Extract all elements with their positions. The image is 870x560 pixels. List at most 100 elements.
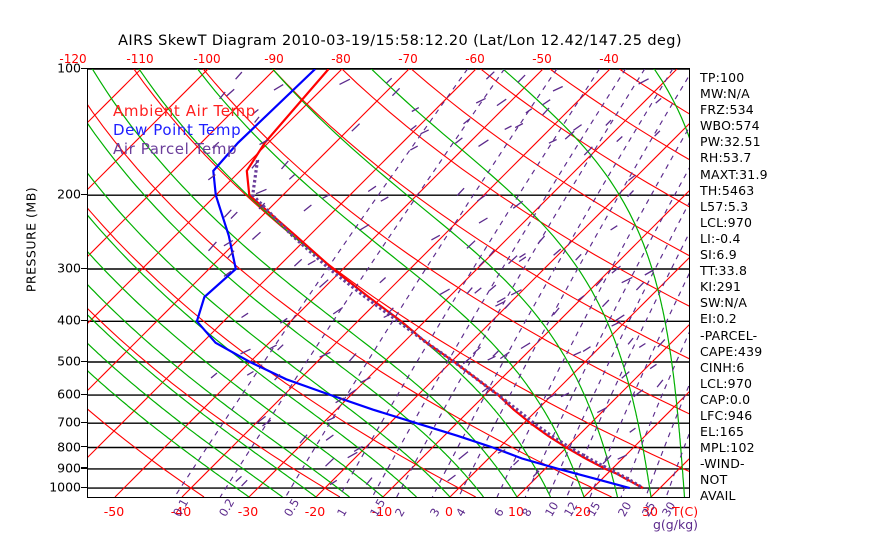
- mixing-ratio-line: [547, 201, 689, 497]
- mixing-ratio-tick: [496, 98, 507, 107]
- mixing-ratio-tick: [605, 119, 612, 126]
- mixing-ratio-tick: [472, 346, 481, 355]
- isotherm-line: [382, 190, 689, 497]
- mixing-ratio-tick: [553, 248, 562, 256]
- mixing-ratio-tick: [251, 231, 261, 240]
- mixing-ratio-tick: [279, 317, 288, 324]
- stats-line: MPL:102: [700, 440, 755, 456]
- mixing-ratio-tick: [223, 209, 232, 218]
- pressure-tick-mark: [81, 393, 88, 395]
- mixing-ratio-tick: [583, 146, 593, 156]
- mixing-ratio-tick: [488, 249, 495, 257]
- stats-line: NOT: [700, 472, 728, 488]
- mixing-ratio-tick: [616, 136, 623, 143]
- mixing-ratio-line: [496, 126, 689, 497]
- top-temp-tick-label: -70: [398, 52, 418, 66]
- mixing-ratio-tick: [621, 276, 633, 284]
- mixing-ratio-tick: [475, 97, 486, 104]
- mixing-ratio-tick: [455, 137, 463, 144]
- stats-line: TT:33.8: [700, 263, 748, 279]
- mixing-ratio-tick: [514, 122, 524, 129]
- mixing-ratio-tick: [519, 253, 526, 258]
- moist-adiabat-line: [88, 123, 484, 497]
- pressure-tick-mark: [81, 486, 88, 488]
- mixing-ratio-tick: [332, 306, 344, 315]
- stats-line: RH:53.7: [700, 150, 752, 166]
- mixing-ratio-tick-label: 20: [614, 499, 635, 519]
- moist-adiabat-line: [88, 314, 317, 497]
- mixing-ratio-tick: [649, 363, 657, 370]
- plot-area: [87, 68, 690, 498]
- mixing-ratio-tick: [210, 372, 218, 379]
- mixing-ratio-line: [524, 167, 689, 497]
- mixing-ratio-tick: [359, 223, 370, 231]
- stats-line: KI:291: [700, 279, 742, 295]
- mixing-ratio-tick: [497, 449, 506, 454]
- stats-line: CAP:0.0: [700, 391, 751, 407]
- moist-adiabat-line: [88, 214, 417, 497]
- moist-adiabat-line: [370, 69, 652, 497]
- mixing-ratio-tick: [411, 107, 420, 113]
- mixing-ratio-tick: [269, 344, 277, 350]
- mixing-ratio-tick: [259, 139, 269, 146]
- mixing-ratio-tick: [251, 159, 260, 169]
- mixing-ratio-tick: [208, 241, 217, 252]
- mixing-ratio-tick: [360, 377, 371, 384]
- mixing-ratio-tick: [582, 346, 591, 352]
- mixing-ratio-tick: [577, 295, 585, 301]
- mixing-ratio-tick: [478, 139, 489, 147]
- legend-item-ambient: Ambient Air Temp: [113, 102, 256, 120]
- mixing-ratio-tick: [532, 470, 540, 478]
- dry-adiabat-line: [202, 69, 689, 415]
- mixing-ratio-tick: [319, 279, 329, 288]
- isotherm-line: [88, 69, 276, 257]
- mixing-ratio-tick-label: 0.5: [280, 496, 303, 519]
- mixing-ratio-tick: [629, 427, 636, 433]
- mixing-ratio-tick: [240, 348, 251, 355]
- pressure-tick-label: 1000: [49, 479, 81, 495]
- pressure-tick-mark: [81, 360, 88, 362]
- mixing-ratio-tick: [447, 474, 456, 482]
- mixing-ratio-line: [566, 232, 689, 497]
- mixing-ratio-tick: [541, 99, 551, 106]
- mixing-ratio-line: [338, 69, 600, 497]
- mixing-ratio-tick: [241, 312, 249, 319]
- moist-adiabat-line: [88, 284, 350, 497]
- mixing-ratio-tick: [638, 342, 646, 348]
- dry-adiabat-line: [480, 69, 689, 208]
- mixing-ratio-tick: [546, 393, 557, 400]
- mixing-ratio-tick: [387, 307, 394, 314]
- mixing-ratio-tick: [601, 299, 610, 308]
- skewt-plot-svg: [88, 69, 689, 497]
- mixing-ratio-tick: [496, 297, 506, 303]
- mixing-ratio-tick: [481, 387, 489, 393]
- mixing-ratio-tick: [303, 204, 312, 212]
- isotherm-line: [315, 123, 689, 497]
- moist-adiabat-line: [91, 69, 518, 497]
- dry-adiabat-line: [341, 69, 689, 307]
- mixing-ratio-tick: [420, 129, 429, 135]
- mixing-ratio-tick: [256, 415, 266, 424]
- stats-line: PW:32.51: [700, 134, 761, 150]
- stats-line: -WIND-: [700, 456, 745, 472]
- mixing-ratio-tick-label: 2: [391, 505, 408, 519]
- mixing-ratio-tick: [564, 130, 575, 140]
- mixing-ratio-tick: [485, 71, 495, 80]
- mixing-ratio-tick: [346, 389, 357, 397]
- top-temp-tick-label: -60: [465, 52, 485, 66]
- bottom-temp-tick-label: 30: [642, 504, 658, 519]
- mixing-ratio-tick: [656, 379, 664, 388]
- legend: Ambient Air Temp Dew Point Temp Air Parc…: [113, 102, 256, 159]
- mixing-ratio-tick: [513, 459, 520, 466]
- stats-line: SI:6.9: [700, 247, 737, 263]
- mixing-ratio-tick: [258, 202, 266, 210]
- isotherm-line: [88, 69, 209, 190]
- mixing-ratio-line: [174, 69, 468, 497]
- mixing-ratio-tick: [431, 234, 441, 241]
- dewpoint-trace: [195, 69, 630, 490]
- pressure-tick-label: 300: [57, 260, 81, 276]
- isotherm-line: [583, 391, 689, 497]
- mixing-ratio-tick: [379, 277, 387, 284]
- mixing-ratio-tick: [207, 174, 216, 181]
- moist-adiabat-line: [88, 370, 250, 497]
